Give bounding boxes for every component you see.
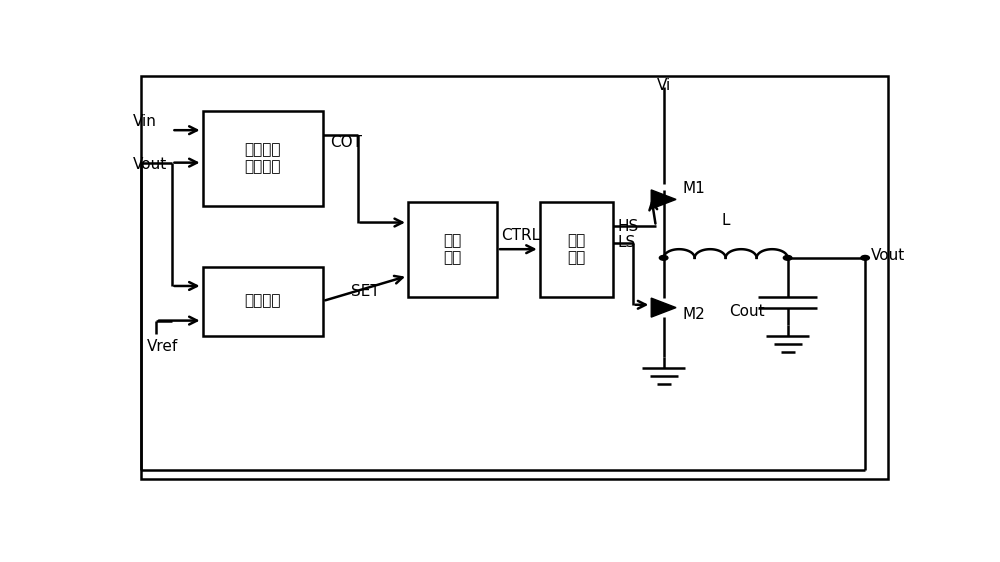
Polygon shape xyxy=(651,298,676,317)
Text: COT: COT xyxy=(330,135,362,149)
Text: Vi: Vi xyxy=(656,78,671,93)
Circle shape xyxy=(659,256,668,260)
Text: LS: LS xyxy=(617,235,635,250)
Text: 逻辑
电路: 逻辑 电路 xyxy=(443,233,462,265)
Text: 导通时间
控制电路: 导通时间 控制电路 xyxy=(244,142,281,175)
Bar xyxy=(408,202,497,297)
Text: 比较电路: 比较电路 xyxy=(244,293,281,309)
Text: Vout: Vout xyxy=(133,157,167,173)
Bar xyxy=(202,266,323,336)
Polygon shape xyxy=(651,190,676,209)
Text: SET: SET xyxy=(351,284,380,299)
Text: M2: M2 xyxy=(683,307,706,321)
Bar xyxy=(540,202,613,297)
Text: L: L xyxy=(721,212,730,228)
Text: CTRL: CTRL xyxy=(501,228,540,243)
Text: HS: HS xyxy=(617,219,638,234)
Circle shape xyxy=(783,256,792,260)
Text: Vref: Vref xyxy=(147,339,178,354)
Text: Vout: Vout xyxy=(871,248,905,263)
Text: M1: M1 xyxy=(683,181,706,196)
Bar xyxy=(202,111,323,206)
Text: Cout: Cout xyxy=(729,305,764,319)
Text: Vin: Vin xyxy=(133,114,157,129)
Circle shape xyxy=(861,256,869,260)
Text: 驱动
电路: 驱动 电路 xyxy=(567,233,586,265)
